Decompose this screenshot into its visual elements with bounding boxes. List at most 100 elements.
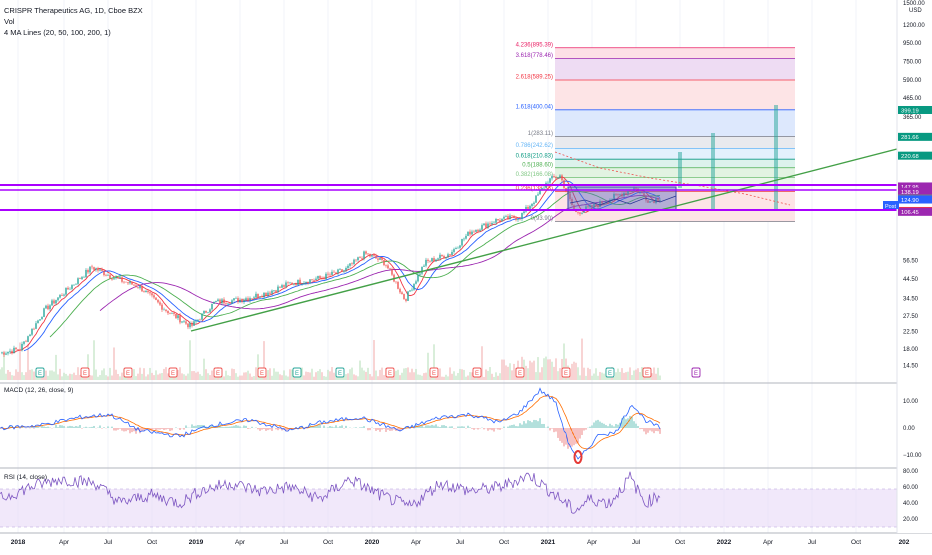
macd-histogram-bar [551,428,552,429]
volume-bar [461,369,462,380]
macd-histogram-bar [157,428,158,429]
macd-histogram-bar [335,425,336,428]
macd-histogram-bar [195,426,196,428]
volume-bar [225,371,226,380]
candle-body [181,322,182,323]
candle-body [259,297,260,298]
candle-body [9,351,10,352]
candle-body [279,287,280,288]
volume-bar [5,374,6,380]
volume-bar [483,377,484,380]
candle-body [301,284,302,285]
candle-body [123,282,124,283]
candle-body [371,255,372,256]
fib-label: 0.618(210.83) [516,154,553,160]
candle-body [441,255,442,256]
candle-body [313,280,314,281]
volume-bar [535,372,536,380]
macd-histogram-bar [193,426,194,428]
candle-body [497,219,498,220]
volume-bar [411,369,412,380]
volume-bar [399,375,400,380]
volume-bar [487,371,488,380]
volume-bar [187,374,188,380]
candle-body [29,335,30,337]
volume-bar [493,377,494,380]
volume-bar [463,370,464,380]
macd-histogram-bar [271,428,272,431]
price-tick: 950.00 [903,41,922,47]
fib-zone [555,168,795,178]
candle-body [577,212,578,213]
macd-histogram-bar [43,426,44,428]
macd-tick: 10.00 [903,399,919,405]
candle-body [423,266,424,267]
volume-bar [375,371,376,380]
candle-body [11,351,12,353]
macd-histogram-bar [77,427,78,428]
volume-bar [249,374,250,380]
rsi-label: RSI (14, close) [4,474,47,481]
macd-histogram-bar [221,427,222,428]
macd-histogram-bar [541,424,542,428]
candle-body [535,195,536,202]
volume-bar [323,376,324,380]
macd-histogram-bar [613,426,614,428]
volume-bar [423,373,424,380]
volume-bar [113,347,114,380]
partial-top-tick: 1500.00 [903,1,925,7]
volume-label: Vol [4,17,15,26]
volume-bar [231,369,232,380]
macd-histogram-bar [509,426,510,428]
macd-histogram-bar [483,428,484,429]
volume-bar [93,340,94,380]
candle-body [489,224,490,225]
volume-bar [349,369,350,380]
candle-body [431,258,432,261]
macd-histogram-bar [547,427,548,428]
macd-histogram-bar [617,425,618,428]
candle-body [255,294,256,298]
candle-body [473,232,474,233]
candle-body [59,295,60,298]
macd-histogram-bar [585,428,586,430]
volume-bar [227,375,228,380]
volume-bar [107,376,108,380]
volume-bar [223,376,224,380]
candle-body [269,293,270,294]
macd-histogram-bar [499,428,500,430]
candle-body [335,273,336,274]
candle-body [395,282,396,283]
earnings-marker-label: E [475,371,479,377]
macd-histogram-bar [243,426,244,428]
candle-body [221,299,222,303]
volume-bar [365,372,366,380]
volume-bar [237,377,238,380]
candle-body [341,269,342,271]
candle-body [251,298,252,299]
volume-bar [19,342,20,380]
volume-bar [51,370,52,380]
macd-histogram-bar [125,428,126,431]
candle-body [305,282,306,283]
candle-body [199,320,200,321]
volume-bar [533,361,534,380]
candle-body [47,306,48,309]
price-badge-label: 220.68 [901,154,919,160]
candle-body [35,323,36,329]
candle-body [547,183,548,184]
candle-body [331,272,332,275]
macd-histogram-bar [133,428,134,431]
candle-body [495,219,496,223]
candle-body [223,299,224,303]
candle-body [321,278,322,279]
earnings-marker-label: E [38,371,42,377]
candle-body [87,270,88,272]
candle-body [175,314,176,318]
volume-bar [445,375,446,380]
macd-histogram-bar [593,422,594,428]
volume-bar [301,368,302,380]
candle-body [85,270,86,277]
